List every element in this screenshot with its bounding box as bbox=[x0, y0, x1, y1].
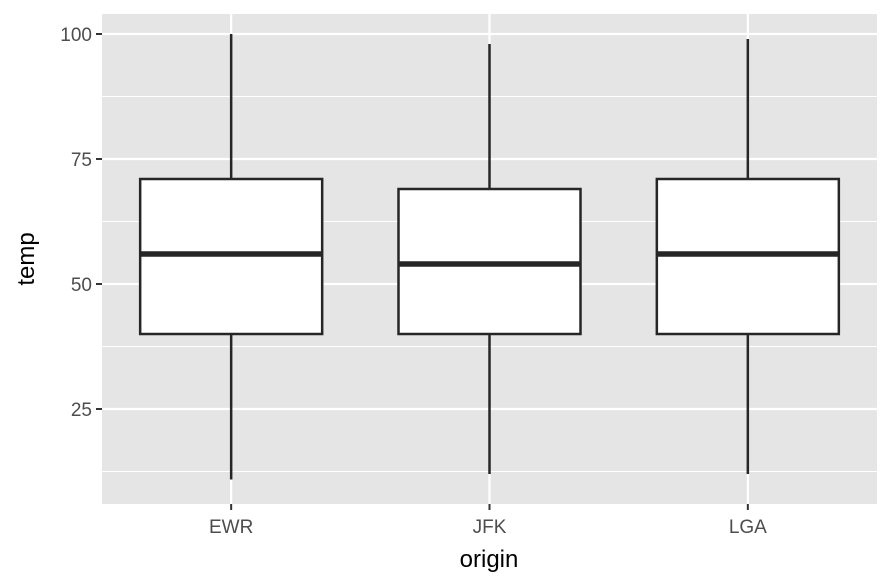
x-tick-label: JFK bbox=[473, 517, 507, 538]
box-ewr bbox=[138, 34, 324, 480]
boxes-layer bbox=[138, 34, 841, 480]
x-tick-label: EWR bbox=[209, 517, 253, 538]
x-axis-title: origin bbox=[460, 546, 519, 573]
x-tick-label: LGA bbox=[729, 517, 767, 538]
y-axis-title: temp bbox=[13, 232, 40, 285]
y-axis: 25 50 75 100 bbox=[60, 25, 102, 421]
y-tick-label: 50 bbox=[71, 275, 92, 296]
box-lga bbox=[655, 39, 841, 474]
y-tick-label: 75 bbox=[71, 150, 92, 171]
y-tick-label: 100 bbox=[60, 25, 92, 46]
y-tick-label: 25 bbox=[71, 400, 92, 421]
box-jfk bbox=[397, 44, 582, 474]
x-axis: EWR JFK LGA bbox=[209, 504, 767, 538]
